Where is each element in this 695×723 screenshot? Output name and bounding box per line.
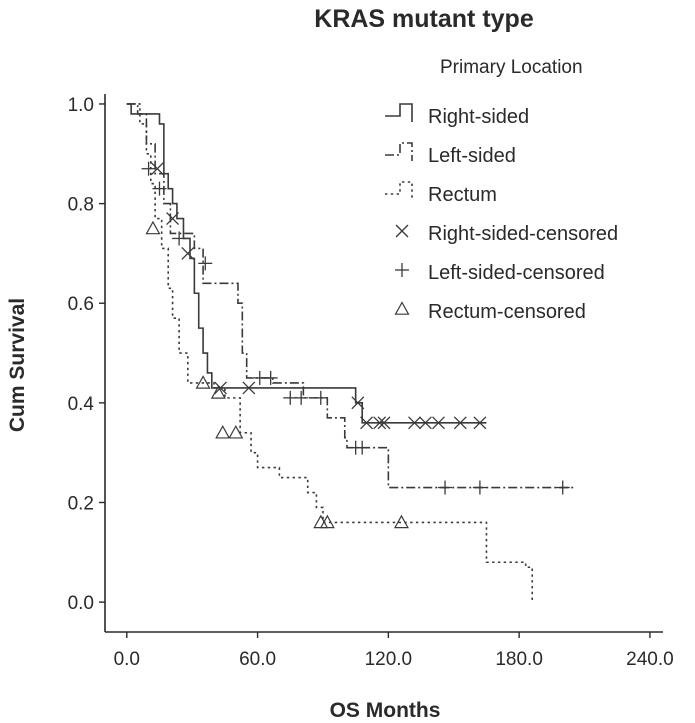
censor-marker-left-sided — [555, 480, 570, 495]
legend-title: Primary Location — [440, 57, 583, 78]
legend-item-rectum-censored: Rectum-censored — [394, 301, 586, 323]
censor-marker-left-sided — [472, 480, 487, 495]
legend-swatch — [385, 103, 413, 122]
censor-marker-rectum — [210, 385, 226, 399]
series-layer — [126, 103, 576, 603]
legend-label: Left-sided — [428, 145, 516, 167]
legend-label: Left-sided-censored — [428, 262, 605, 284]
censor-marker-rectum — [215, 425, 231, 439]
censor-marker-left-sided — [172, 231, 187, 246]
censor-marker-left-sided — [198, 256, 213, 271]
series-right-sided-line — [126, 103, 487, 424]
y-tick-label: 0.6 — [68, 294, 94, 315]
censor-marker-rectum — [319, 514, 335, 529]
legend-swatch — [385, 142, 413, 161]
legend-item-right-sided-censored: Right-sided-censored — [395, 223, 618, 245]
chart-title: KRAS mutant type — [314, 5, 534, 33]
censor-marker-right-sided — [166, 212, 180, 225]
censor-marker-left-sided — [294, 390, 309, 405]
censor-marker-rectum — [228, 425, 244, 439]
y-tick-label: 1.0 — [68, 95, 94, 116]
censor-marker-rectum — [145, 220, 161, 235]
censor-marker-rectum — [195, 375, 211, 389]
censor-marker-right-sided — [181, 246, 195, 260]
censor-marker-right-sided — [360, 416, 374, 430]
censor-marker-left-sided — [152, 181, 167, 196]
x-tick-label: 0.0 — [114, 649, 140, 670]
legend-item-right-sided: Right-sided — [385, 103, 529, 128]
series-left-sided-line — [126, 103, 576, 489]
series-rectum-line — [126, 103, 534, 603]
legend-item-left-sided: Left-sided — [385, 142, 516, 167]
legend-label: Right-sided — [428, 106, 529, 128]
x-tick-label: 120.0 — [365, 649, 413, 670]
censor-marker-right-sided — [473, 416, 487, 430]
x-axis-title: OS Months — [330, 699, 441, 722]
censor-marker-left-sided — [438, 480, 453, 495]
legend-item-left-sided-censored: Left-sided-censored — [395, 262, 605, 284]
x-tick-label: 240.0 — [626, 649, 674, 670]
censor-marker-left-sided — [263, 370, 278, 385]
y-tick-label: 0.8 — [68, 195, 94, 216]
legend-marker — [394, 301, 410, 315]
censor-marker-right-sided — [408, 416, 421, 430]
legend-label: Rectum — [428, 184, 497, 206]
censor-marker-right-sided — [373, 416, 387, 430]
x-tick-label: 180.0 — [495, 649, 543, 670]
censor-marker-right-sided — [242, 381, 256, 395]
legend-label: Right-sided-censored — [428, 223, 618, 245]
legend-item-rectum: Rectum — [385, 181, 497, 206]
legend-marker — [395, 263, 409, 277]
x-tick-label: 60.0 — [239, 649, 276, 670]
censor-marker-right-sided — [453, 416, 467, 430]
legend-marker — [395, 224, 409, 238]
censor-marker-left-sided — [355, 440, 370, 455]
y-tick-label: 0.0 — [68, 593, 94, 614]
censor-marker-left-sided — [141, 161, 156, 176]
censor-marker-rectum — [393, 514, 409, 529]
axis-ticks: 0.0 60.0 120.0 180.0 240.0 0.0 0.2 0.4 0.6 0.8 1.0 — [68, 95, 674, 670]
censor-marker-right-sided — [432, 416, 445, 430]
legend-label: Rectum-censored — [428, 301, 586, 323]
legend-swatch — [385, 181, 413, 200]
y-axis-title: Cum Survival — [6, 298, 29, 432]
censor-marker-right-sided — [351, 396, 365, 410]
censor-marker-right-sided — [150, 162, 164, 176]
legend: Primary Location Right-sided Left-sided Re… — [385, 57, 618, 323]
y-tick-label: 0.2 — [68, 493, 94, 514]
y-tick-label: 0.4 — [68, 394, 95, 415]
censor-marker-right-sided — [418, 416, 432, 430]
censor-marker-right-sided — [377, 416, 391, 430]
censor-marker-left-sided — [313, 390, 328, 405]
